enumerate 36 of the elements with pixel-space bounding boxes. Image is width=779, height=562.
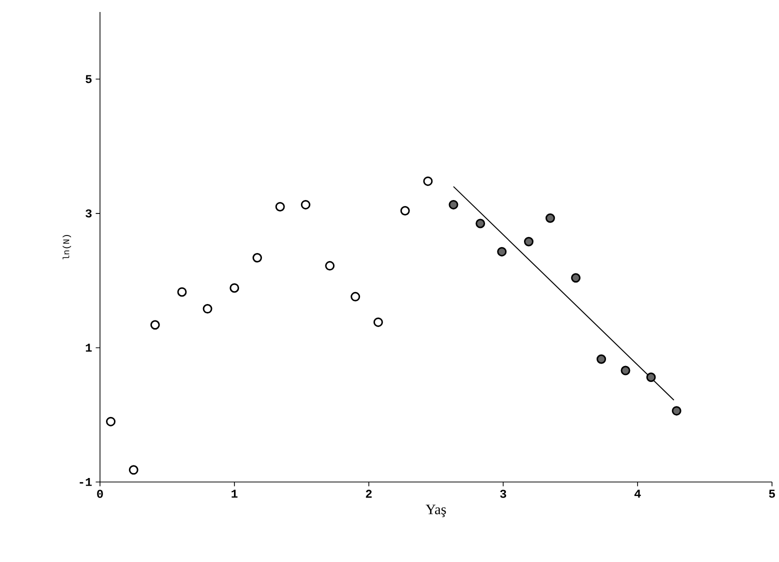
point [448,200,458,210]
y-tick-label: -1 [80,478,92,486]
point [150,320,160,330]
point [476,218,486,228]
point [230,283,240,293]
y-axis-title: ln(N) [62,235,72,260]
point [202,304,212,314]
point [497,246,507,256]
point [275,202,285,212]
y-tick-label: 3 [86,209,92,218]
point [596,354,606,364]
point [300,200,310,210]
x-tick-label: 2 [366,490,372,498]
y-tick-label: 1 [86,344,92,352]
point [545,213,555,223]
point [373,317,383,327]
point [177,287,187,297]
x-tick-label: 4 [634,490,641,498]
y-tick-label: 5 [86,75,92,84]
point [400,206,410,216]
point [524,236,534,246]
x-tick-label: 5 [769,490,775,498]
point [571,273,581,283]
x-axis-title: Yaş [426,504,446,518]
point [106,416,116,426]
point [252,252,262,262]
point [672,406,682,416]
x-tick-label: 1 [232,490,238,498]
point [325,261,335,271]
point [620,366,630,376]
x-tick-label: 0 [97,490,103,498]
point [646,372,656,382]
point [423,176,433,186]
point [128,465,138,475]
x-tick-label: 3 [500,490,506,498]
point [350,292,360,302]
